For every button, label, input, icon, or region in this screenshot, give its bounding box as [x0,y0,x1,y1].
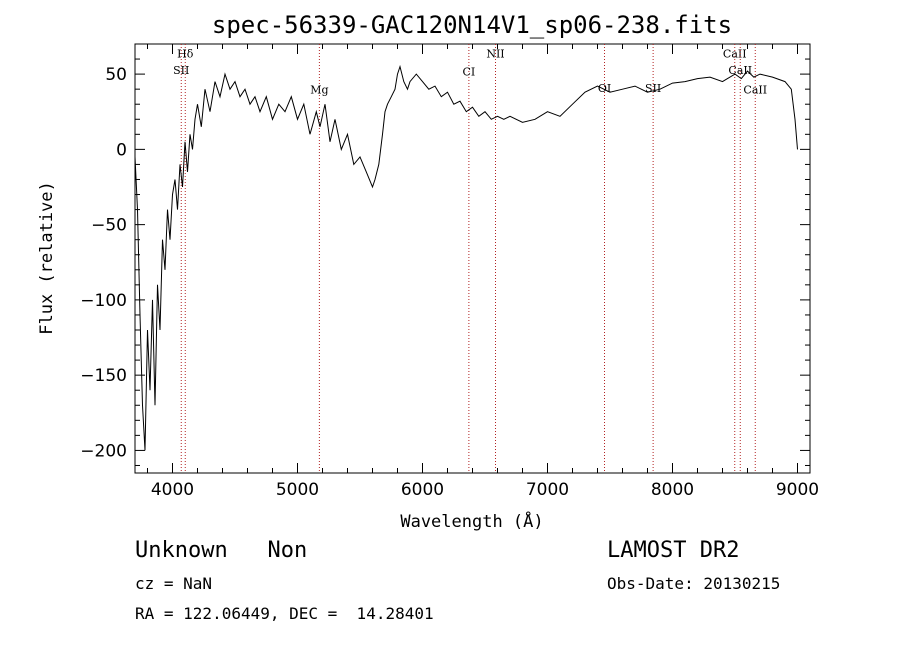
x-axis-label: Wavelength (Å) [400,510,543,532]
x-tick-label: 4000 [151,480,194,500]
spectrum-series-line [134,64,798,451]
y-axis-label: Flux (relative) [37,181,57,335]
y-tick-label: −100 [80,291,127,311]
redshift-cz: cz = NaN [135,574,213,593]
axis-ticks: 4000 5000 6000 7000 8000 9000 50 0 −50 −100 −150 −2… [80,44,819,500]
spectral-line-label: Hδ [177,48,194,61]
x-tick-label: 5000 [276,480,319,500]
y-tick-label: −50 [91,216,127,236]
observation-date: Obs-Date: 20130215 [607,574,781,593]
y-tick-label: −200 [80,441,127,461]
ra-dec-coordinates: RA = 122.06449, DEC = 14.28401 [135,604,434,623]
y-tick-label: 50 [105,65,127,85]
chart-title: spec-56339-GAC120N14V1_sp06-238.fits [212,11,732,39]
x-tick-label: 9000 [776,480,819,500]
spectral-line-label: NII [486,48,504,61]
survey-name: LAMOST DR2 [607,538,740,563]
spectral-line-label: OI [598,82,611,95]
spectral-line-markers: Hδ SII Mg CI NII OI SII CaII CaII CaII [173,44,767,473]
spectral-line-label: CaII [728,64,752,77]
x-tick-label: 6000 [401,480,444,500]
object-class: Unknown Non [135,538,308,563]
x-tick-label: 8000 [651,480,694,500]
y-tick-label: −150 [80,366,127,386]
spectral-line-label: CaII [723,48,747,61]
spectral-line-label: SII [173,64,189,77]
spectral-line-label: CI [462,66,475,79]
spectral-line-label: CaII [743,84,767,97]
spectral-line-label: Mg [310,84,328,97]
x-tick-label: 7000 [526,480,569,500]
y-tick-label: 0 [116,140,127,160]
plot-frame [134,43,811,474]
spectral-line-label: SII [645,82,661,95]
